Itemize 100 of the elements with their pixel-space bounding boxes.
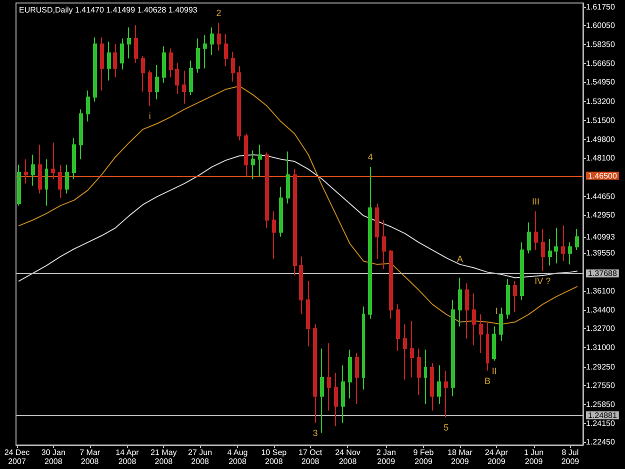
candlestick xyxy=(58,164,62,198)
x-tick-label: 4 Aug 2008 xyxy=(227,448,248,466)
y-tick-label: 1.60050 xyxy=(586,21,616,30)
candlestick xyxy=(575,228,579,251)
x-tick-label: 24 Apr 2009 xyxy=(484,448,508,466)
candlestick xyxy=(334,372,338,427)
candlestick xyxy=(513,280,517,313)
candlestick xyxy=(127,26,131,59)
candlestick xyxy=(527,222,531,254)
candlestick xyxy=(568,242,572,265)
y-tick-label: 1.39550 xyxy=(586,248,616,258)
candlestick xyxy=(79,108,83,160)
candlestick xyxy=(492,326,496,362)
candlestick xyxy=(444,370,448,418)
annotation: B xyxy=(484,376,491,386)
y-tick-label: 1.53200 xyxy=(586,97,616,106)
y-tick-label: 1.61750 xyxy=(586,2,616,12)
candlestick xyxy=(465,282,469,340)
x-tick-label: 24 Dec 2007 xyxy=(4,448,30,466)
candlestick xyxy=(299,256,303,315)
candlestick xyxy=(231,51,235,82)
ref-line-label: 1.37688 xyxy=(588,268,618,278)
candlestick xyxy=(424,349,427,405)
candlestick xyxy=(251,150,255,180)
candlestick xyxy=(341,364,345,424)
x-tick-label: 9 Feb 2009 xyxy=(413,448,434,466)
candlestick xyxy=(368,166,372,320)
annotation: 3 xyxy=(312,428,318,438)
ref-line-label: 1.46500 xyxy=(588,171,618,180)
candlestick xyxy=(175,62,179,94)
candlestick xyxy=(237,66,241,141)
candlestick xyxy=(217,22,221,52)
y-tick-label: 1.24150 xyxy=(586,418,616,428)
candlestick xyxy=(279,186,283,238)
annotation: II xyxy=(492,366,497,376)
candlestick xyxy=(479,314,483,354)
candlestick xyxy=(417,348,421,396)
candlestick xyxy=(17,164,21,206)
y-tick-label: 1.48100 xyxy=(586,154,616,163)
candlestick xyxy=(362,306,365,390)
annotation: 5 xyxy=(444,422,449,432)
candlestick xyxy=(72,138,76,180)
candlestick xyxy=(258,144,262,178)
candlestick xyxy=(320,348,324,434)
candlestick xyxy=(100,36,104,92)
chart-title: EURUSD,Daily 1.41470 1.41499 1.40628 1.40993 xyxy=(19,6,198,14)
candlestick xyxy=(189,60,193,96)
candlestick xyxy=(169,48,173,78)
candlestick xyxy=(396,304,400,352)
candlestick xyxy=(382,220,386,270)
candlestick xyxy=(520,242,524,300)
candlestick xyxy=(134,24,138,64)
candlestick xyxy=(148,70,152,107)
candlestick xyxy=(141,56,145,92)
line-series xyxy=(18,154,578,282)
x-tick-label: 7 Mar 2008 xyxy=(80,448,100,466)
y-tick-label: 1.32700 xyxy=(586,324,616,334)
candlestick xyxy=(486,322,489,372)
annotation: A xyxy=(456,254,463,264)
annotation: IV ? xyxy=(534,276,551,286)
y-tick-label: 1.54950 xyxy=(586,78,616,87)
candlestick xyxy=(196,38,200,74)
candlestick xyxy=(534,210,538,251)
candlestick xyxy=(451,299,455,397)
candlestick xyxy=(306,280,310,347)
candlestick xyxy=(65,164,69,194)
y-tick-label: 1.34400 xyxy=(586,305,616,314)
y-tick-label: 1.49800 xyxy=(586,134,616,144)
candlestick xyxy=(355,352,359,405)
candlestick xyxy=(113,43,117,78)
candlestick xyxy=(506,278,510,320)
x-tick-label: 2 Jan 2009 xyxy=(376,448,396,466)
candlestick xyxy=(499,307,503,342)
candlestick xyxy=(437,364,441,405)
y-tick-label: 1.22450 xyxy=(586,438,616,447)
candlestick xyxy=(265,152,269,228)
y-tick-label: 1.58350 xyxy=(586,40,616,50)
candlestick xyxy=(93,36,97,102)
candlestick xyxy=(313,324,317,424)
candlestick xyxy=(120,38,124,70)
candlestick xyxy=(45,158,48,206)
candlestick xyxy=(107,41,111,82)
x-tick-label: 30 Jan 2008 xyxy=(41,448,66,466)
y-tick-label: 1.25850 xyxy=(586,400,616,410)
y-tick-label: 1.42950 xyxy=(586,210,616,220)
candlestick xyxy=(182,70,186,104)
y-tick-label: 1.36100 xyxy=(586,286,616,296)
candlestick xyxy=(272,210,276,260)
candlestick xyxy=(286,150,290,204)
x-tick-label: 18 Mar 2009 xyxy=(448,448,473,466)
candlestick xyxy=(327,342,331,412)
candlestick xyxy=(51,142,55,180)
candlestick xyxy=(162,46,166,84)
annotation: 2 xyxy=(216,8,222,18)
candlestick xyxy=(554,227,558,264)
candlestick xyxy=(244,133,248,176)
candlestick xyxy=(541,228,545,272)
x-tick-label: 8 Jul 2009 xyxy=(561,448,580,466)
y-tick-label: 1.51500 xyxy=(586,116,616,125)
candlestick xyxy=(293,168,297,276)
